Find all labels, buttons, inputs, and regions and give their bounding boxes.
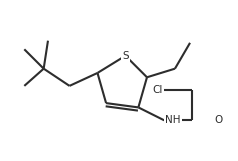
- Text: O: O: [215, 115, 223, 125]
- Text: Cl: Cl: [153, 85, 163, 95]
- Text: S: S: [122, 51, 129, 61]
- Text: NH: NH: [165, 115, 181, 125]
